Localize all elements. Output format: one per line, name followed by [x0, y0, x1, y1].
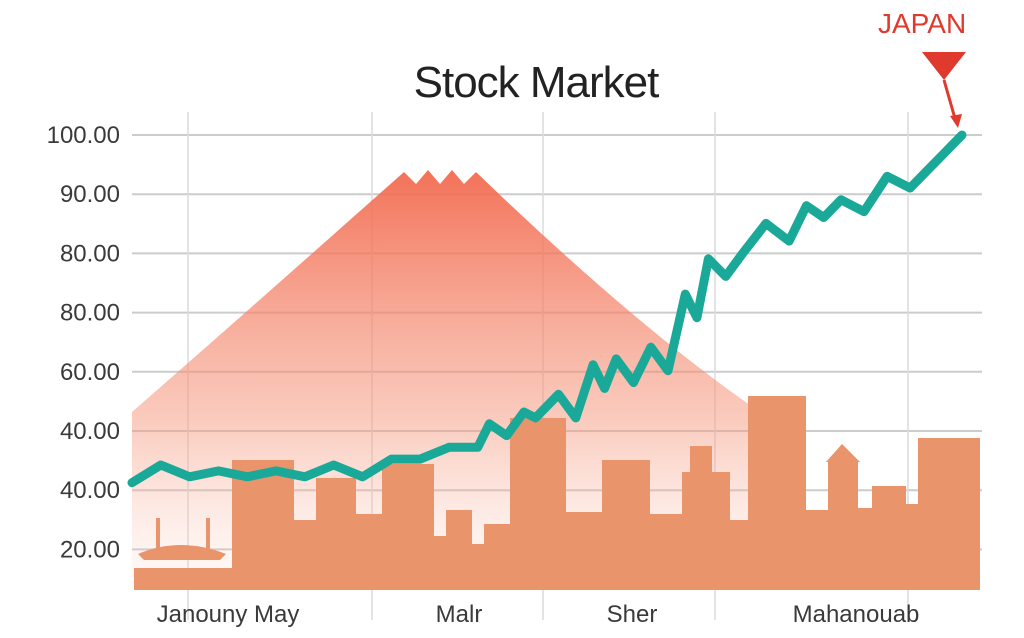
x-tick-label: Sher	[607, 601, 658, 628]
data-point	[488, 422, 491, 425]
data-point	[534, 416, 537, 419]
y-tick-label: 100.00	[47, 122, 120, 149]
dome-roof	[918, 439, 980, 450]
data-point	[188, 475, 191, 478]
data-point	[649, 346, 652, 349]
building	[382, 464, 434, 590]
data-point	[822, 216, 825, 219]
data-point	[574, 416, 577, 419]
data-point	[937, 157, 940, 160]
y-tick-label: 40.00	[60, 477, 120, 504]
x-tick-label: Janouny May	[157, 601, 300, 628]
x-axis-ticks: Janouny May Malr Sher Mahanouab	[157, 601, 920, 628]
building	[602, 460, 650, 590]
y-tick-label: 40.00	[60, 418, 120, 445]
building	[690, 446, 712, 476]
building	[918, 438, 980, 590]
building	[232, 460, 294, 590]
y-tick-label: 80.00	[60, 300, 120, 327]
data-point	[724, 275, 727, 278]
building	[294, 520, 316, 590]
data-point	[332, 464, 335, 467]
building	[446, 510, 472, 590]
data-point	[615, 357, 618, 360]
data-point	[863, 210, 866, 213]
building	[806, 510, 828, 590]
data-point	[361, 475, 364, 478]
building	[748, 396, 806, 590]
y-tick-label: 90.00	[60, 181, 120, 208]
data-point	[684, 293, 687, 296]
building	[566, 512, 602, 590]
pin-arrowhead	[950, 114, 962, 128]
data-point	[448, 446, 451, 449]
series-line	[127, 130, 967, 488]
data-point	[765, 222, 768, 225]
data-point	[246, 475, 249, 478]
data-point	[592, 363, 595, 366]
data-point	[603, 387, 606, 390]
data-point	[505, 434, 508, 437]
data-point	[886, 175, 889, 178]
data-point	[707, 257, 710, 260]
x-tick-label: Malr	[436, 601, 483, 628]
y-tick-label: 80.00	[60, 240, 120, 267]
data-point	[419, 458, 422, 461]
y-axis-ticks: 100.00 90.00 80.00 80.00 60.00 40.00 40.00 20.0…	[47, 122, 120, 563]
data-point	[159, 464, 162, 467]
temple-post	[156, 518, 160, 558]
data-point	[131, 481, 133, 484]
temple-post	[206, 518, 210, 558]
data-point	[788, 240, 791, 243]
y-tick-label: 20.00	[60, 536, 120, 563]
pin-arrow	[942, 79, 958, 123]
pagoda-roof	[826, 444, 860, 462]
data-point	[741, 251, 744, 254]
data-point	[303, 475, 306, 478]
x-tick-label: Mahanouab	[793, 601, 920, 628]
data-point	[557, 393, 560, 396]
building	[906, 504, 918, 590]
data-point	[961, 134, 963, 136]
building	[484, 524, 510, 590]
data-point	[695, 316, 698, 319]
building	[872, 486, 906, 590]
data-point	[275, 469, 278, 472]
building	[858, 508, 874, 590]
data-point	[522, 410, 525, 413]
building	[472, 544, 484, 590]
data-point	[805, 204, 808, 207]
data-point	[476, 446, 479, 449]
building	[730, 520, 750, 590]
building	[510, 418, 566, 590]
chart-title: Stock Market	[413, 58, 660, 107]
data-point	[390, 458, 393, 461]
data-point	[839, 198, 842, 201]
building	[356, 514, 382, 590]
japan-pin-icon	[922, 52, 966, 128]
city-skyline-graphic	[134, 396, 980, 590]
building	[828, 460, 858, 590]
data-point	[217, 469, 220, 472]
building	[434, 536, 446, 590]
building	[682, 472, 730, 590]
data-point	[632, 381, 635, 384]
building	[316, 478, 356, 590]
japan-annotation: JAPAN	[878, 8, 967, 39]
building	[650, 514, 682, 590]
y-tick-label: 60.00	[60, 359, 120, 386]
data-point	[909, 187, 912, 190]
building	[134, 568, 232, 590]
pin-flag	[922, 52, 966, 80]
data-point	[667, 369, 670, 372]
series-line-path	[127, 130, 967, 488]
